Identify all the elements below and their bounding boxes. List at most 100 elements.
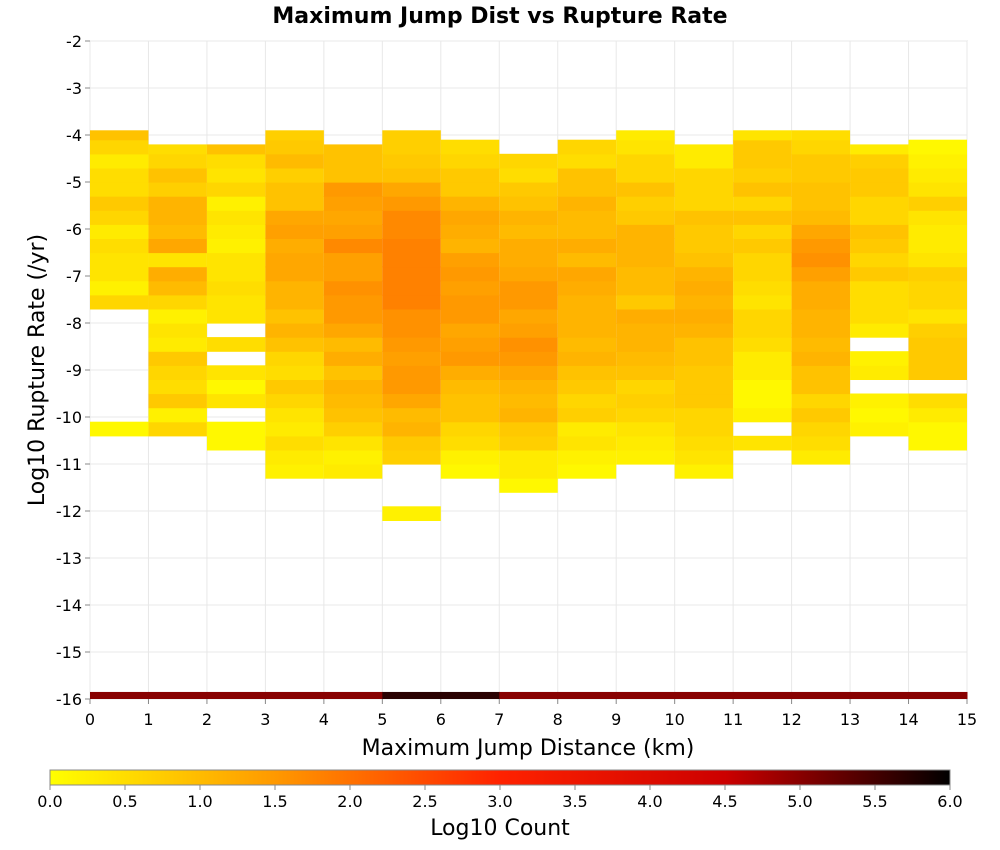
y-tick-label: -16	[56, 690, 82, 709]
heatmap-cell	[674, 196, 734, 211]
heatmap-cell	[908, 153, 967, 169]
y-tick-label: -9	[66, 361, 82, 380]
heatmap-cell	[382, 407, 441, 423]
heatmap-cell	[557, 167, 617, 183]
heatmap-cell	[557, 252, 617, 268]
heatmap-cell	[908, 224, 967, 239]
heatmap-cell	[733, 435, 792, 451]
heatmap-cell	[148, 144, 207, 155]
x-tick-label: 12	[781, 710, 801, 729]
heatmap-cell	[440, 153, 500, 169]
heatmap-cell	[557, 182, 617, 197]
y-tick-label: -2	[66, 32, 82, 51]
heatmap-cell	[733, 130, 792, 141]
heatmap-cell	[90, 224, 149, 239]
heatmap-cell	[323, 407, 383, 423]
heatmap-cell	[323, 238, 383, 254]
heatmap-cell	[440, 393, 500, 409]
colorbar-ticks: 0.0 0.5 1.0 1.5 2.0 2.5 3.0 3.5 4.0 4.5 5.0 5.5 6.0	[37, 785, 963, 811]
heatmap-cell	[382, 266, 441, 282]
heatmap-cell	[674, 182, 734, 197]
heatmap-cell	[557, 379, 617, 395]
heatmap-cell	[733, 224, 792, 239]
heatmap-cell	[791, 449, 851, 465]
heatmap-cell	[323, 280, 383, 296]
heatmap-cell	[440, 252, 500, 268]
heatmap-cell	[382, 449, 441, 465]
heatmap-cell	[791, 196, 851, 211]
heatmap-cell	[90, 280, 149, 296]
heatmap-cell	[557, 139, 617, 155]
heatmap-cell	[791, 294, 851, 310]
heatmap-cell	[791, 365, 851, 380]
heatmap-cell	[616, 182, 675, 197]
heatmap-cell	[616, 210, 675, 225]
heatmap-cell	[616, 294, 675, 310]
heatmap-cell	[674, 323, 734, 338]
colorbar-tick-label: 6.0	[937, 792, 962, 811]
heatmap-cell-floor	[499, 691, 559, 699]
heatmap-cell-floor	[557, 691, 617, 699]
heatmap-cell	[323, 351, 383, 366]
heatmap-cell	[850, 407, 909, 423]
heatmap-cell	[206, 182, 266, 197]
y-tick-label: -14	[56, 596, 82, 615]
heatmap-cell	[499, 252, 558, 268]
heatmap-cell	[382, 435, 441, 451]
heatmap-cell	[499, 323, 558, 338]
heatmap-cell-floor	[616, 691, 676, 699]
heatmap-cell	[440, 182, 500, 197]
heatmap-cell	[616, 435, 675, 451]
heatmap-cell	[206, 153, 266, 169]
heatmap-cell	[850, 294, 909, 310]
heatmap-cell	[206, 196, 266, 211]
x-tick-label: 9	[611, 710, 621, 729]
heatmap-cell	[499, 167, 558, 183]
heatmap-cell	[733, 167, 792, 183]
x-tick-label: 5	[377, 710, 387, 729]
heatmap-cell	[90, 196, 149, 211]
heatmap-cell	[616, 379, 675, 395]
y-tick-label: -6	[66, 220, 82, 239]
heatmap-cell	[499, 421, 558, 437]
heatmap-cell	[616, 337, 675, 352]
heatmap-cell	[557, 280, 617, 296]
heatmap-cell	[557, 351, 617, 366]
heatmap-cell	[733, 196, 792, 211]
heatmap-cell	[733, 266, 792, 282]
heatmap-cell	[440, 238, 500, 254]
heatmap-cell	[206, 421, 266, 437]
heatmap-cell	[323, 210, 383, 225]
heatmap-cell	[382, 351, 441, 366]
heatmap-cell	[557, 308, 617, 324]
heatmap-cell	[440, 449, 500, 465]
y-tick-label: -3	[66, 79, 82, 98]
heatmap-cell	[382, 337, 441, 352]
heatmap-cell	[206, 435, 266, 451]
heatmap-cell	[616, 323, 675, 338]
heatmap-cell	[382, 421, 441, 437]
heatmap-cell	[499, 478, 558, 493]
heatmap-cell	[323, 167, 383, 183]
heatmap-cell	[499, 351, 558, 366]
x-tick-label: 15	[957, 710, 977, 729]
heatmap-cell	[148, 323, 207, 338]
heatmap-cell-floor	[733, 691, 793, 699]
heatmap-cell	[674, 144, 734, 155]
heatmap-cell-floor	[265, 691, 325, 699]
heatmap-cell	[791, 421, 851, 437]
heatmap-cell	[791, 337, 851, 352]
y-tick-label: -4	[66, 126, 82, 145]
heatmap-cell	[908, 351, 967, 366]
heatmap-cell	[323, 153, 383, 169]
heatmap-cell	[265, 365, 324, 380]
heatmap-cell	[206, 294, 266, 310]
heatmap-cell	[791, 308, 851, 324]
heatmap-cell	[908, 323, 967, 338]
heatmap-cell	[791, 139, 851, 155]
colorbar-tick-label: 5.5	[862, 792, 887, 811]
heatmap-cell	[206, 210, 266, 225]
heatmap-cell	[499, 407, 558, 423]
heatmap-cell	[382, 506, 441, 521]
